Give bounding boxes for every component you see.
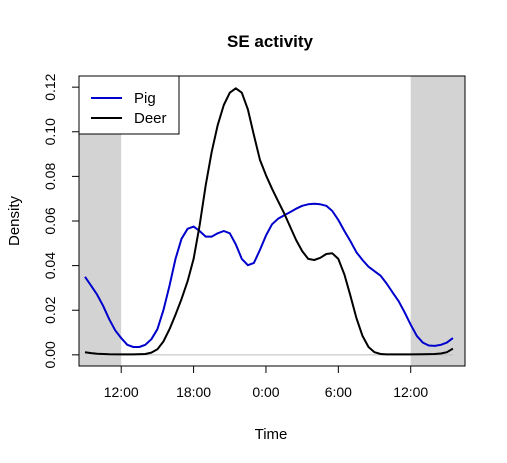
legend-label-pig: Pig <box>134 90 156 107</box>
y-tick-label: 0.00 <box>42 341 58 368</box>
y-tick-label: 0.08 <box>42 163 58 190</box>
y-tick-label: 0.06 <box>42 207 58 234</box>
x-tick-label: 12:00 <box>104 384 139 400</box>
chart-title: SE activity <box>227 32 314 51</box>
x-tick-label: 0:00 <box>252 384 279 400</box>
x-tick-label: 12:00 <box>393 384 428 400</box>
y-axis-label: Density <box>6 195 23 246</box>
y-tick-label: 0.10 <box>42 118 58 145</box>
x-tick-label: 6:00 <box>325 384 352 400</box>
y-axis: 0.00 0.02 0.04 0.06 0.08 0.10 0.12 <box>42 73 79 368</box>
series-line-pig <box>85 204 453 347</box>
y-tick-label: 0.12 <box>42 73 58 100</box>
legend: Pig Deer <box>79 76 179 134</box>
x-tick-label: 18:00 <box>176 384 211 400</box>
shaded-region-1 <box>411 76 465 366</box>
y-tick-label: 0.04 <box>42 252 58 279</box>
y-tick-label: 0.02 <box>42 296 58 323</box>
x-axis-label: Time <box>255 426 288 443</box>
legend-label-deer: Deer <box>134 110 167 127</box>
x-axis: 12:00 18:00 0:00 6:00 12:00 <box>104 366 429 400</box>
